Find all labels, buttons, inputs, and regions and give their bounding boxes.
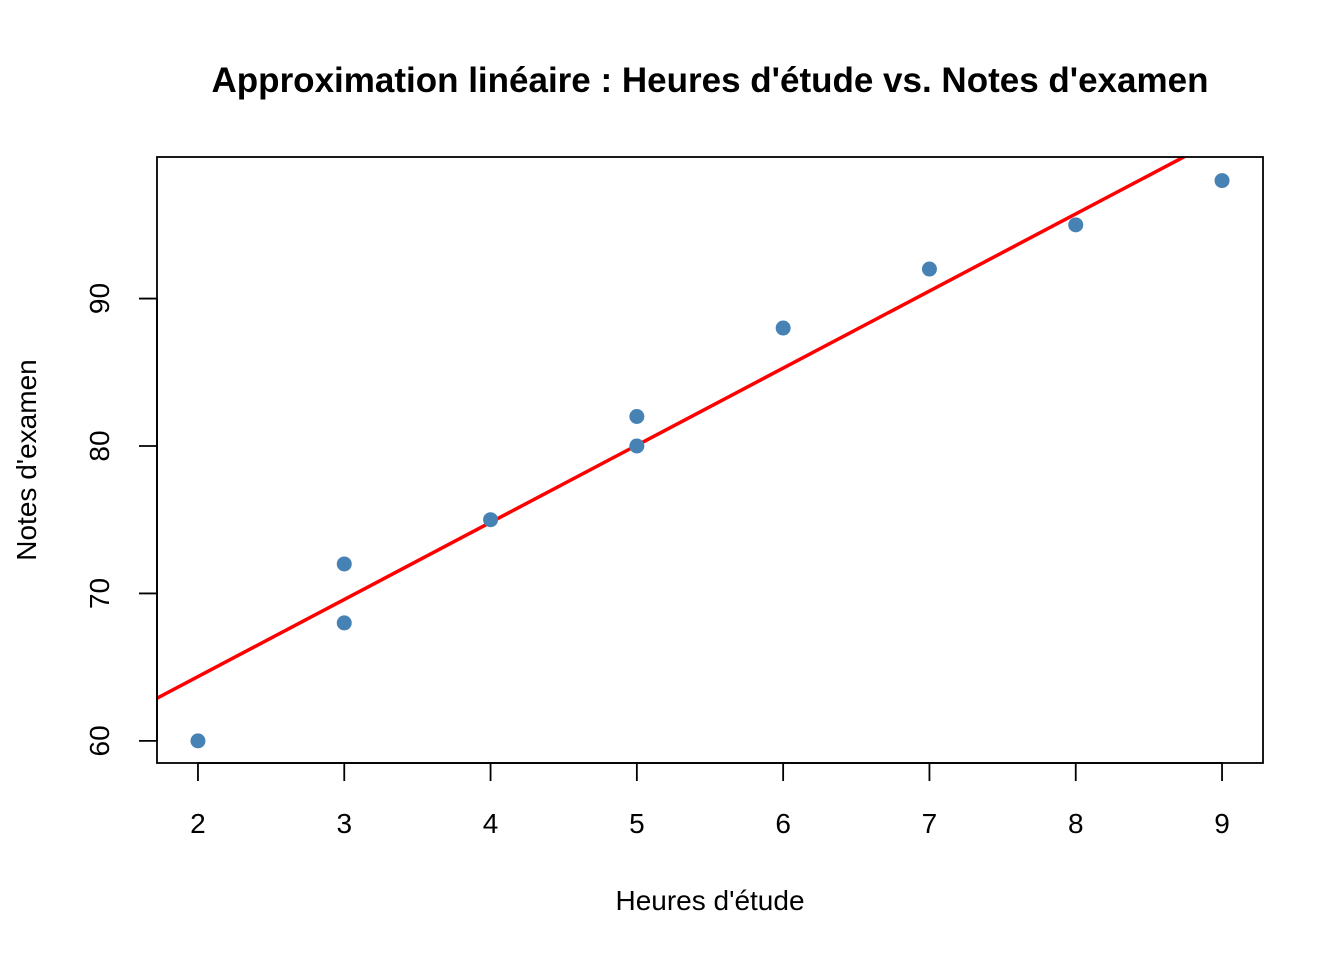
x-tick-label: 7	[922, 808, 938, 839]
y-tick-label: 60	[84, 725, 115, 756]
y-tick-label: 70	[84, 578, 115, 609]
data-point	[190, 733, 206, 749]
chart-title: Approximation linéaire : Heures d'étude …	[212, 61, 1209, 100]
x-tick-label: 4	[483, 808, 499, 839]
plot-frame	[156, 156, 1264, 764]
y-tick-label: 80	[84, 430, 115, 461]
plot-area	[156, 156, 1264, 764]
data-point	[1068, 217, 1084, 233]
data-point	[629, 438, 645, 454]
x-tick-label: 6	[775, 808, 791, 839]
y-tick-label: 90	[84, 283, 115, 314]
data-point	[629, 409, 645, 425]
regression-line	[157, 157, 1188, 700]
x-tick-label: 9	[1214, 808, 1230, 839]
y-axis: 60 70 80 90	[84, 283, 158, 756]
x-tick-label: 3	[336, 808, 352, 839]
data-point	[336, 615, 352, 631]
x-tick-label: 5	[629, 808, 645, 839]
data-point	[921, 261, 937, 277]
x-axis-label: Heures d'étude	[615, 885, 804, 916]
y-axis-label: Notes d'examen	[11, 359, 42, 560]
data-point	[775, 320, 791, 336]
x-axis: 2 3 4 5 6 7 8 9	[190, 762, 1230, 839]
data-point	[336, 556, 352, 572]
data-point	[483, 512, 499, 528]
x-tick-label: 8	[1068, 808, 1084, 839]
x-tick-label: 2	[190, 808, 206, 839]
data-point	[1214, 173, 1230, 189]
